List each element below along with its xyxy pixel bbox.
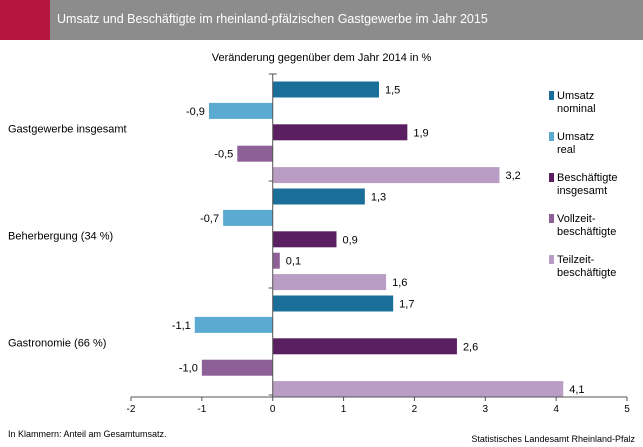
header-accent [0, 0, 50, 40]
bar [272, 252, 280, 269]
bar [272, 124, 408, 141]
bar [208, 102, 273, 119]
header-bar [0, 0, 643, 40]
legend-label: Beschäftigte [557, 172, 618, 184]
bar-label: 0,9 [342, 234, 357, 246]
footnote: In Klammern: Anteil am Gesamtumsatz. [8, 429, 167, 439]
bar-label: -1,1 [172, 320, 191, 332]
bar [237, 145, 273, 162]
bar [223, 209, 273, 226]
x-tick-label: 0 [270, 404, 276, 415]
x-tick-label: 1 [341, 404, 347, 415]
legend-swatch [549, 132, 554, 141]
legend-label: Umsatz [557, 90, 594, 102]
legend-label: nominal [557, 103, 596, 115]
bar-label: -1,0 [179, 363, 198, 375]
legend-swatch [549, 255, 554, 264]
chart-subtitle: Veränderung gegenüber dem Jahr 2014 in % [211, 52, 432, 64]
source-note: Statistisches Landesamt Rheinland-Pfalz [471, 434, 635, 444]
bar-label: 1,6 [392, 277, 407, 289]
bar-label: 1,3 [371, 192, 386, 204]
category-label: Gastronomie (66 %) [8, 338, 106, 350]
legend-label: insgesamt [557, 185, 607, 197]
legend-label: real [557, 144, 575, 156]
bar-label: 1,5 [385, 85, 400, 97]
bar-label: -0,5 [214, 149, 233, 161]
category-label: Gastgewerbe insgesamt [8, 124, 127, 136]
bar [272, 338, 457, 355]
bar [272, 381, 564, 398]
x-tick-label: -2 [127, 404, 136, 415]
legend-swatch [549, 91, 554, 100]
legend-label: Vollzeit- [557, 213, 596, 225]
x-tick-label: 3 [483, 404, 489, 415]
legend-swatch [549, 173, 554, 182]
x-tick-label: -1 [197, 404, 206, 415]
category-label: Beherbergung (34 %) [8, 231, 113, 243]
bar-label: 1,7 [399, 299, 414, 311]
legend-label: Teilzeit- [557, 254, 595, 266]
bar-label: 4,1 [569, 384, 584, 396]
bar-label: 2,6 [463, 341, 478, 353]
bar [272, 188, 365, 205]
bar [194, 316, 273, 333]
x-tick-label: 5 [624, 404, 630, 415]
bar [201, 359, 273, 376]
bar-label: 3,2 [505, 170, 520, 182]
legend-swatch [549, 214, 554, 223]
legend-label: Umsatz [557, 131, 594, 143]
bar [272, 231, 337, 248]
x-tick-label: 2 [412, 404, 418, 415]
bar-label: -0,7 [200, 213, 219, 225]
bar-label: 0,1 [286, 256, 301, 268]
x-tick-label: 4 [553, 404, 559, 415]
bar-label: 1,9 [413, 127, 428, 139]
chart-title: Umsatz und Beschäftigte im rheinland-pfä… [57, 12, 488, 26]
bar [272, 167, 500, 184]
bar [272, 81, 379, 98]
bar [272, 295, 394, 312]
legend-label: beschäftigte [557, 267, 616, 279]
legend-label: beschäftigte [557, 226, 616, 238]
bar [272, 274, 387, 291]
bar-label: -0,9 [186, 106, 205, 118]
